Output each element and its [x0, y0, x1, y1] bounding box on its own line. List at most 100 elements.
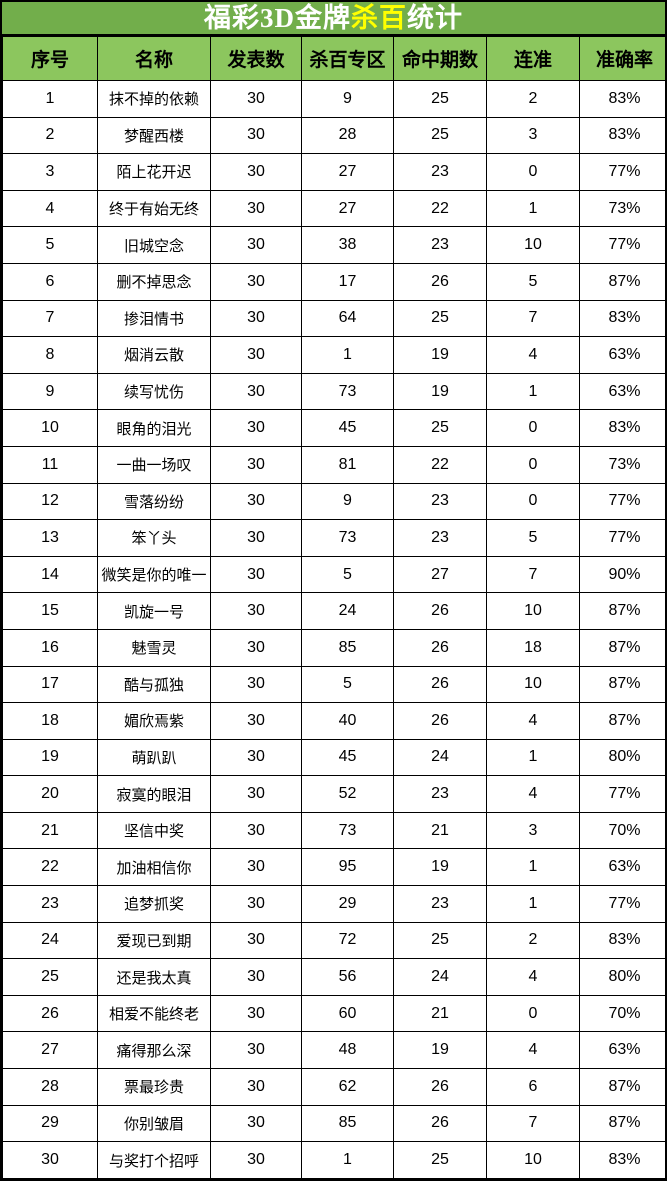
cell-serial: 23 — [2, 885, 98, 923]
cell-name: 一曲一场叹 — [97, 445, 211, 484]
cell-streak: 0 — [486, 153, 580, 191]
cell-serial: 3 — [2, 153, 98, 191]
title-prefix: 福彩3D金牌 — [204, 2, 351, 33]
cell-name: 坚信中奖 — [97, 811, 211, 850]
table-row: 25 还是我太真 30 56 24 4 80% — [2, 958, 665, 996]
table-row: 13 笨丫头 30 73 23 5 77% — [2, 519, 665, 557]
page-title: 福彩3D金牌 杀百 统计 — [2, 2, 665, 36]
cell-serial: 28 — [2, 1068, 98, 1106]
cell-serial: 15 — [2, 592, 98, 630]
cell-accuracy: 83% — [579, 299, 665, 338]
cell-serial: 5 — [2, 226, 98, 264]
cell-kill-zone: 73 — [301, 811, 394, 850]
cell-streak: 5 — [486, 519, 580, 557]
cell-hits: 23 — [393, 775, 487, 813]
header-name: 名称 — [97, 36, 211, 81]
cell-streak: 0 — [486, 445, 580, 484]
cell-kill-zone: 64 — [301, 299, 394, 338]
cell-kill-zone: 9 — [301, 482, 394, 521]
cell-hits: 27 — [393, 555, 487, 594]
table-row: 30 与奖打个招呼 30 1 25 10 83% — [2, 1141, 665, 1179]
table-row: 5 旧城空念 30 38 23 10 77% — [2, 226, 665, 264]
cell-published: 30 — [210, 848, 302, 887]
cell-accuracy: 77% — [579, 519, 665, 557]
cell-name: 还是我太真 — [97, 958, 211, 996]
table-row: 12 雪落纷纷 30 9 23 0 77% — [2, 482, 665, 521]
cell-hits: 26 — [393, 1068, 487, 1106]
cell-accuracy: 83% — [579, 1141, 665, 1179]
cell-kill-zone: 81 — [301, 445, 394, 484]
cell-kill-zone: 85 — [301, 628, 394, 667]
table-row: 20 寂寞的眼泪 30 52 23 4 77% — [2, 775, 665, 813]
cell-accuracy: 77% — [579, 885, 665, 923]
cell-serial: 2 — [2, 116, 98, 155]
cell-hits: 19 — [393, 1031, 487, 1070]
cell-kill-zone: 52 — [301, 775, 394, 813]
cell-serial: 25 — [2, 958, 98, 996]
cell-published: 30 — [210, 775, 302, 813]
title-highlight: 杀百 — [351, 2, 407, 33]
cell-streak: 2 — [486, 80, 580, 118]
cell-name: 笨丫头 — [97, 519, 211, 557]
cell-accuracy: 77% — [579, 226, 665, 264]
cell-accuracy: 87% — [579, 262, 665, 301]
cell-hits: 25 — [393, 921, 487, 960]
cell-streak: 18 — [486, 628, 580, 667]
table-row: 16 魅雪灵 30 85 26 18 87% — [2, 628, 665, 667]
cell-kill-zone: 9 — [301, 80, 394, 118]
cell-published: 30 — [210, 482, 302, 521]
title-suffix: 统计 — [407, 2, 463, 33]
cell-name: 掺泪情书 — [97, 299, 211, 338]
table-row: 23 追梦抓奖 30 29 23 1 77% — [2, 885, 665, 923]
table-row: 19 萌趴趴 30 45 24 1 80% — [2, 738, 665, 777]
cell-name: 雪落纷纷 — [97, 482, 211, 521]
table-row: 6 删不掉思念 30 17 26 5 87% — [2, 262, 665, 301]
cell-serial: 14 — [2, 555, 98, 594]
cell-name: 终于有始无终 — [97, 189, 211, 228]
cell-kill-zone: 5 — [301, 665, 394, 704]
cell-name: 你别皱眉 — [97, 1104, 211, 1143]
cell-serial: 22 — [2, 848, 98, 887]
cell-name: 陌上花开迟 — [97, 153, 211, 191]
table-row: 26 相爱不能终老 30 60 21 0 70% — [2, 994, 665, 1033]
cell-streak: 7 — [486, 299, 580, 338]
cell-streak: 0 — [486, 409, 580, 447]
cell-published: 30 — [210, 738, 302, 777]
cell-name: 旧城空念 — [97, 226, 211, 264]
cell-hits: 19 — [393, 372, 487, 411]
cell-kill-zone: 17 — [301, 262, 394, 301]
cell-serial: 13 — [2, 519, 98, 557]
cell-name: 眼角的泪光 — [97, 409, 211, 447]
table-row: 27 痛得那么深 30 48 19 4 63% — [2, 1031, 665, 1070]
cell-kill-zone: 27 — [301, 189, 394, 228]
cell-kill-zone: 1 — [301, 1141, 394, 1179]
cell-streak: 1 — [486, 885, 580, 923]
table-row: 1 抹不掉的依赖 30 9 25 2 83% — [2, 80, 665, 118]
cell-name: 抹不掉的依赖 — [97, 80, 211, 118]
cell-serial: 24 — [2, 921, 98, 960]
cell-serial: 17 — [2, 665, 98, 704]
cell-published: 30 — [210, 811, 302, 850]
cell-hits: 26 — [393, 665, 487, 704]
cell-serial: 9 — [2, 372, 98, 411]
cell-hits: 25 — [393, 116, 487, 155]
cell-published: 30 — [210, 628, 302, 667]
cell-streak: 3 — [486, 116, 580, 155]
cell-published: 30 — [210, 153, 302, 191]
header-streak: 连准 — [486, 36, 580, 81]
cell-serial: 19 — [2, 738, 98, 777]
cell-hits: 25 — [393, 80, 487, 118]
cell-published: 30 — [210, 1141, 302, 1179]
cell-serial: 18 — [2, 702, 98, 740]
cell-published: 30 — [210, 555, 302, 594]
cell-kill-zone: 38 — [301, 226, 394, 264]
cell-name: 寂寞的眼泪 — [97, 775, 211, 813]
stats-table: 序号 名称 发表数 杀百专区 命中期数 连准 准确率 1 抹不掉的依赖 30 9 25 2… — [2, 36, 665, 1179]
cell-hits: 26 — [393, 628, 487, 667]
cell-streak: 4 — [486, 775, 580, 813]
cell-accuracy: 87% — [579, 1068, 665, 1106]
cell-accuracy: 63% — [579, 848, 665, 887]
cell-name: 烟消云散 — [97, 336, 211, 374]
cell-accuracy: 77% — [579, 482, 665, 521]
